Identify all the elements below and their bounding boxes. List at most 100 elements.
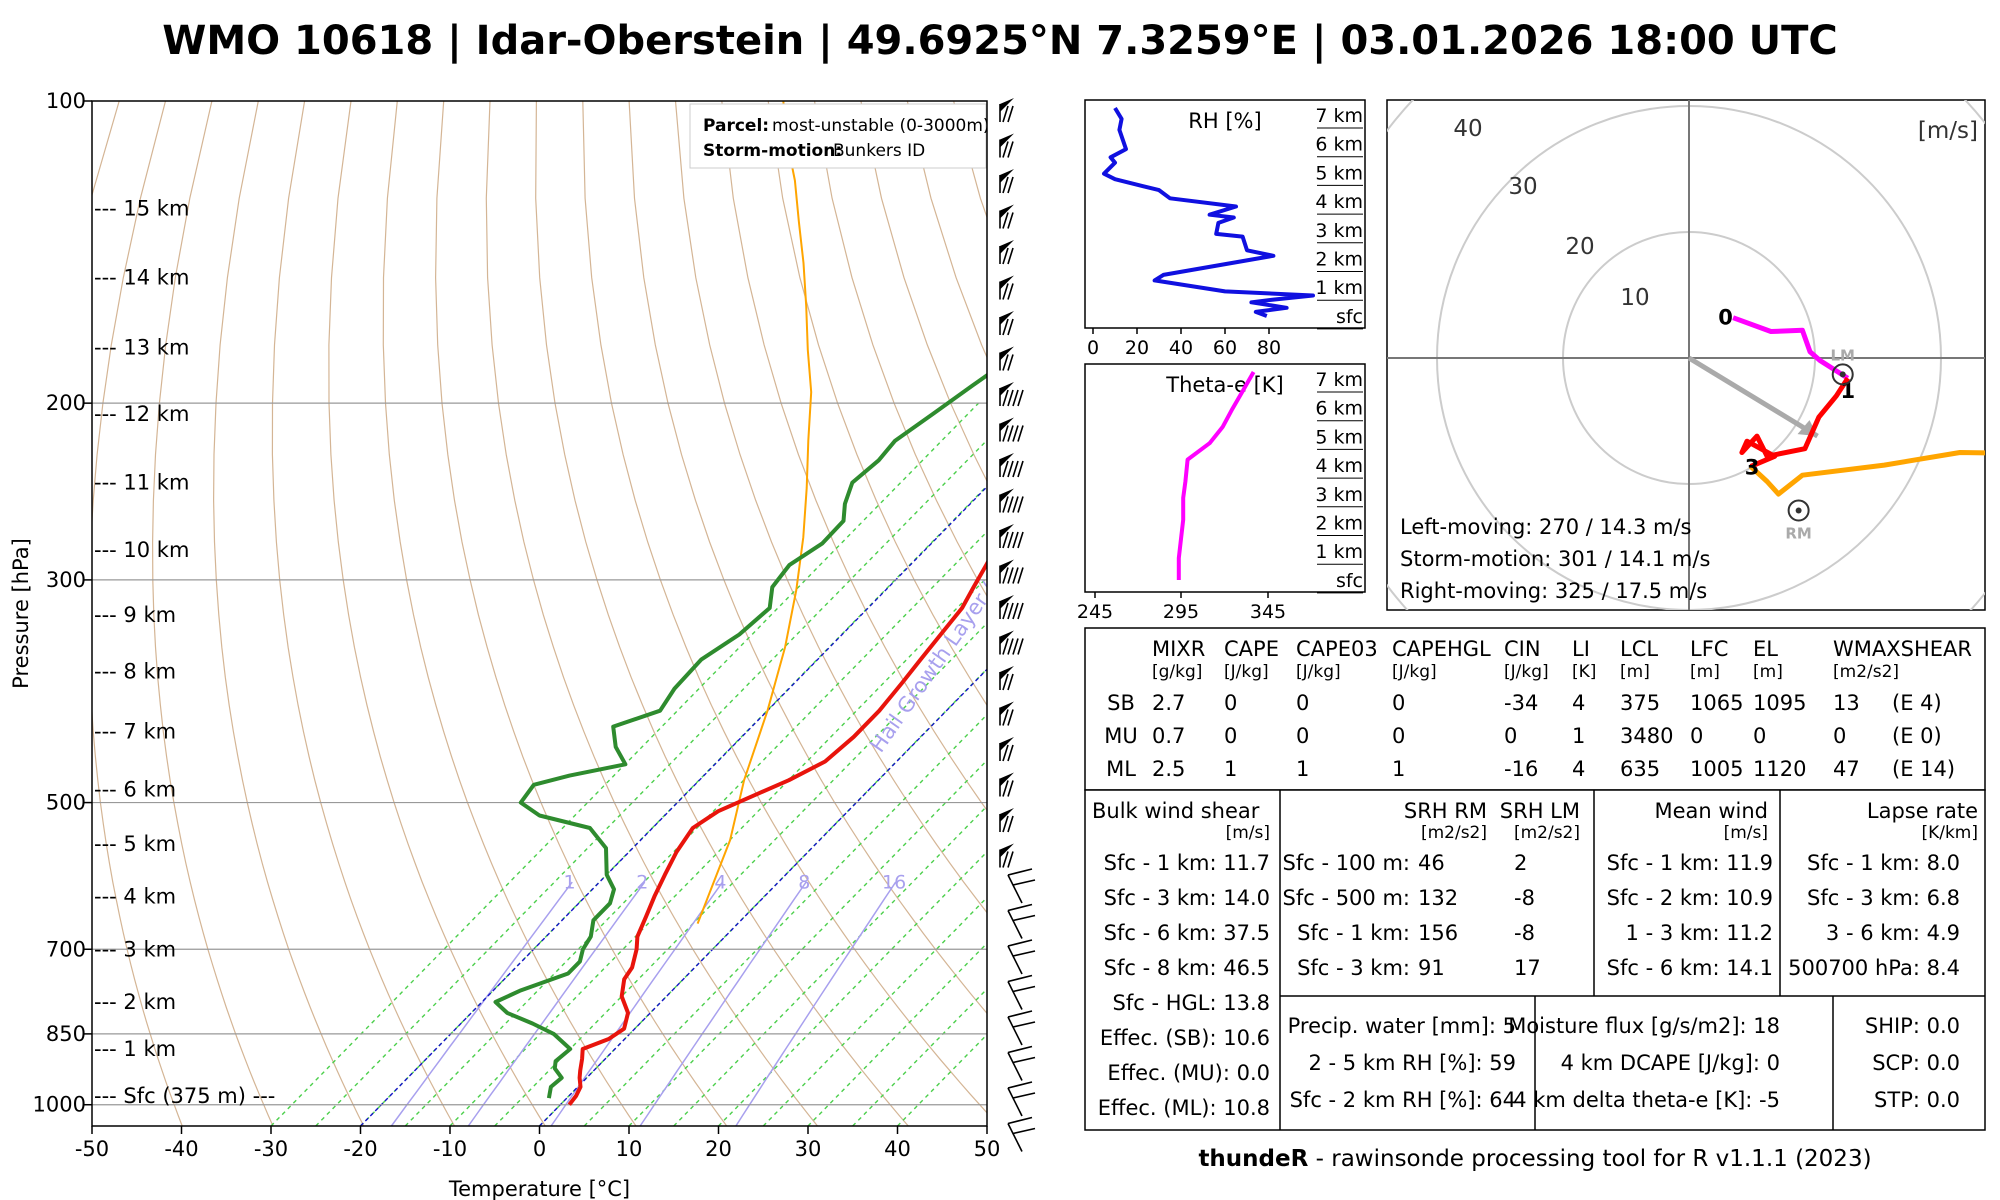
barb-feather: [1007, 851, 1014, 868]
dry-adiabat: [767, 101, 987, 707]
y-axis-label: Pressure [hPa]: [9, 538, 33, 689]
mixing-ratio-line: [639, 881, 807, 1126]
wind-barb: [999, 98, 1014, 123]
indices-column-unit: [m]: [1690, 662, 1720, 682]
profile-line: [1102, 106, 1315, 318]
bulk-shear-row: Sfc - HGL: 13.8: [1113, 991, 1270, 1015]
barb-feather: [1012, 1127, 1036, 1135]
wind-barb: [1007, 1010, 1036, 1046]
dewpoint-line: [493, 372, 987, 1099]
x-tick-label: 50: [974, 1137, 1001, 1161]
height-label: --- 4 km: [94, 884, 176, 908]
indices-column-header: LFC: [1690, 637, 1728, 661]
barb-feather: [1012, 460, 1019, 478]
mean-wind-arrow: [1687, 355, 1819, 439]
barb-pennant: [1000, 666, 1014, 680]
barb-staff: [1007, 1016, 1023, 1046]
barb-staff: [1007, 1123, 1023, 1152]
indices-cell: 1: [1392, 757, 1405, 781]
indices-cell: 0: [1392, 691, 1405, 715]
wind-barb: [999, 630, 1024, 655]
storm-motion-label: LM: [1830, 346, 1855, 364]
indices-cell: (E 14): [1892, 757, 1955, 781]
indices-cell: 13: [1833, 691, 1860, 715]
barb-feather: [1012, 950, 1036, 957]
barb-feather: [1007, 673, 1014, 691]
panel-title: Theta-e [K]: [1165, 373, 1284, 397]
x-tick-label: -30: [254, 1137, 288, 1161]
barb-feather: [1002, 851, 1009, 868]
indices-row-label: MU: [1104, 724, 1138, 748]
indices-column-unit: [J/kg]: [1296, 662, 1341, 682]
parcel-value: most-unstable (0-3000m): [772, 116, 990, 136]
storm-motion-value: Bunkers ID: [833, 141, 925, 161]
dry-adiabat: [674, 101, 987, 914]
barb-feather: [1007, 1116, 1033, 1125]
panel-height-label: 7 km: [1315, 369, 1363, 391]
barb-feather: [1002, 105, 1009, 123]
panel-height-label: 6 km: [1315, 398, 1363, 420]
srh-row-label: Sfc - 500 m:: [1283, 886, 1411, 910]
dry-adiabat: [434, 101, 728, 1126]
barb-feather: [1017, 425, 1024, 442]
indices-row-label: SB: [1107, 691, 1135, 715]
panel-height-label: 7 km: [1315, 105, 1363, 127]
indices-cell: 1005: [1690, 757, 1743, 781]
dry-adiabat: [721, 101, 987, 812]
indices-cell: 635: [1620, 757, 1660, 781]
barb-feather: [1002, 283, 1009, 300]
barb-feather: [1007, 425, 1014, 442]
barb-feather: [1007, 531, 1014, 549]
wind-barb: [999, 204, 1014, 229]
barb-feather: [1012, 1056, 1036, 1064]
srh-rm-value: 46: [1418, 851, 1445, 875]
wind-barb: [999, 666, 1014, 691]
composite-row: SCP: 0.0: [1872, 1051, 1960, 1075]
indices-column-header: LCL: [1620, 637, 1658, 661]
barb-feather: [1007, 389, 1014, 407]
panel-x-tick-label: 345: [1250, 601, 1286, 623]
x-tick-label: 40: [884, 1137, 911, 1161]
wind-barb: [999, 417, 1024, 442]
footer-text: - rawinsonde processing tool for R v1.1.…: [1308, 1146, 1872, 1172]
barb-pennant: [1000, 808, 1014, 822]
srh-rm-value: 91: [1418, 956, 1445, 980]
panel-height-label: 3 km: [1315, 220, 1363, 242]
indices-column-unit: [K]: [1572, 662, 1596, 682]
barb-feather: [1007, 709, 1014, 726]
lapse-rate-row: Sfc - 3 km: 6.8: [1807, 886, 1960, 910]
height-label: --- 8 km: [94, 659, 176, 683]
height-label: --- 2 km: [94, 990, 176, 1014]
lapse-rate-title: Lapse rate: [1867, 799, 1978, 823]
wind-barb: [1007, 903, 1036, 939]
hodograph-legend-line: Right-moving: 325 / 17.5 m/s: [1400, 579, 1707, 603]
wind-barb: [999, 346, 1014, 371]
panel-x-tick-label: 245: [1077, 601, 1113, 623]
indices-cell: 0: [1753, 724, 1766, 748]
barb-pennant: [1000, 169, 1014, 183]
indices-cell: 1120: [1753, 757, 1806, 781]
indices-cell: 0.7: [1152, 724, 1185, 748]
chart-title: WMO 10618 | Idar-Oberstein | 49.6925°N 7…: [162, 18, 1838, 64]
flux-row: 4 km DCAPE [J/kg]: 0: [1561, 1051, 1780, 1075]
hodograph-frame: [1386, 99, 1986, 611]
barb-pennant: [1000, 382, 1014, 396]
barb-feather: [1007, 105, 1014, 123]
hodograph-km-label: 3: [1745, 456, 1760, 480]
barb-pennant: [1000, 240, 1014, 254]
wind-barb: [1007, 939, 1036, 975]
barb-feather: [1012, 425, 1019, 442]
ring-label: 20: [1565, 234, 1594, 260]
x-tick-label: -20: [343, 1137, 377, 1161]
storm-motion-marker-dot: [1839, 371, 1846, 378]
parcel-line: [696, 101, 813, 924]
barb-feather: [1007, 318, 1014, 336]
barb-feather: [1012, 914, 1036, 922]
height-label: --- 6 km: [94, 777, 176, 801]
barb-feather: [1002, 460, 1009, 478]
hodograph-legend-line: Left-moving: 270 / 14.3 m/s: [1400, 515, 1691, 539]
x-tick-label: 0: [533, 1137, 546, 1161]
barb-feather: [1007, 212, 1014, 229]
